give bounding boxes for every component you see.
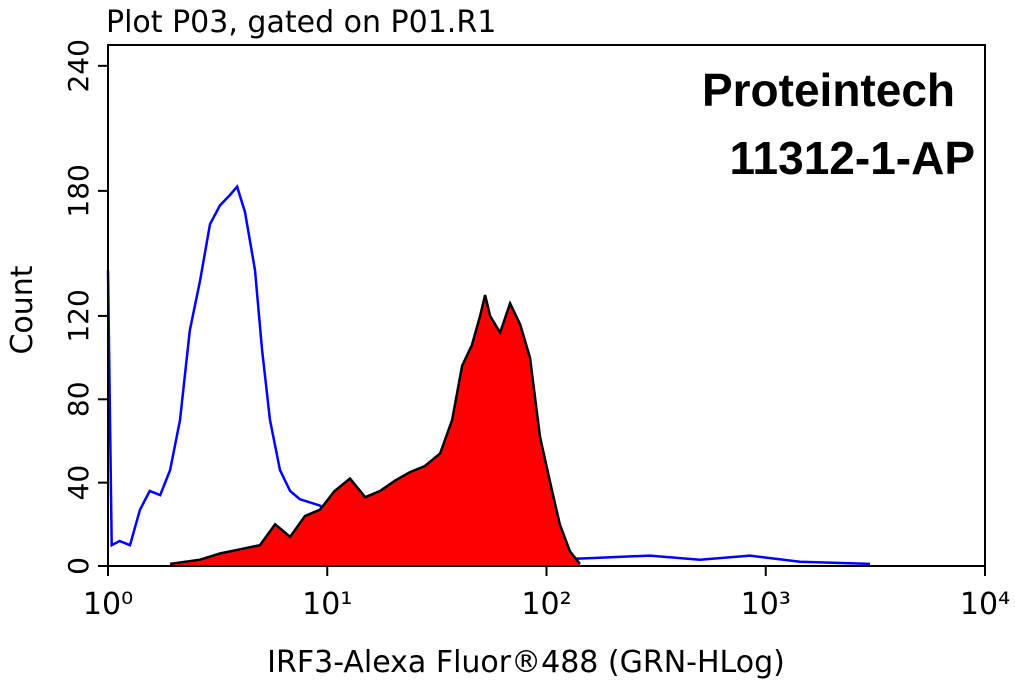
x-tick-label: 10³	[741, 587, 791, 622]
x-tick-label: 10²	[521, 587, 571, 622]
annotation: Proteintech	[702, 64, 955, 116]
y-tick-label: 40	[62, 465, 95, 501]
y-axis-label: Count	[5, 265, 40, 354]
y-tick-label: 180	[62, 164, 95, 217]
y-tick-label: 80	[62, 381, 95, 417]
histogram-line	[169, 294, 581, 566]
y-tick-label: 240	[62, 39, 95, 92]
y-tick-label: 0	[62, 557, 95, 575]
y-tick-label: 120	[62, 289, 95, 342]
x-tick-label: 10⁰	[83, 587, 133, 622]
annotation: 11312-1-AP	[730, 132, 976, 184]
area	[170, 295, 580, 566]
x-tick-label: 10¹	[302, 587, 352, 622]
x-tick-label: 10⁴	[960, 587, 1010, 622]
x-axis-label: IRF3-Alexa Fluor®488 (GRN-HLog)	[267, 645, 785, 680]
chart-title: Plot P03, gated on P01.R1	[106, 5, 496, 40]
